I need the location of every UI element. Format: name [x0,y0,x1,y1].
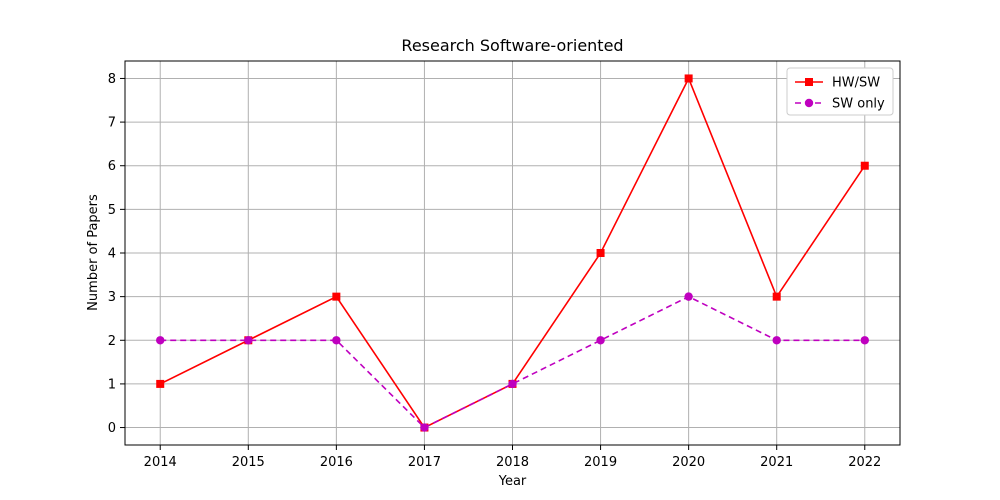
legend-label-0: HW/SW [832,76,880,91]
legend-box [786,67,894,116]
legend-label-1: SW only [832,97,885,112]
legend-marker-0 [805,78,813,86]
y-axis-label: Number of Papers [86,194,101,311]
series-1-point [684,292,693,301]
series-0-point [860,161,869,170]
x-tick-label: 2014 [144,455,177,470]
series-0-point [684,74,693,83]
series-layer [156,74,869,432]
y-tick-label: 3 [108,290,116,305]
y-tick-label: 2 [108,334,116,349]
series-1-point [156,336,165,345]
x-tick-label: 2016 [320,455,353,470]
series-0-point [332,292,341,301]
y-tick-label: 0 [108,421,116,436]
series-line-1 [160,295,865,429]
y-tick-label: 8 [108,72,116,87]
series-1-point [244,336,253,345]
x-tick-label: 2021 [760,455,793,470]
x-axis-label: Year [498,474,527,489]
x-tick-label: 2020 [672,455,705,470]
y-tick-label: 4 [108,247,116,262]
series-1-point [420,423,429,432]
axis-layer: 2014 2015 2016 2017 2018 2019 2020 2021 2022 0 1 2 3… [108,72,882,470]
y-tick-label: 6 [108,159,116,174]
series-1-point [860,336,869,345]
y-tick-label: 1 [108,377,116,392]
x-tick-label: 2018 [496,455,529,470]
series-1-point [596,336,605,345]
legend-marker-1 [804,98,814,108]
x-tick-label: 2017 [408,455,441,470]
chart-title: Research Software-oriented [401,36,623,55]
legend: HW/SW SW only [786,67,894,116]
x-tick-label: 2015 [232,455,265,470]
x-tick-label: 2022 [848,455,881,470]
series-0-point [772,292,781,301]
y-tick-label: 5 [108,203,116,218]
series-1-point [772,336,781,345]
x-tick-label: 2019 [584,455,617,470]
y-tick-label: 7 [108,116,116,131]
series-1-point [332,336,341,345]
series-1-point [508,379,517,389]
series-0-point [596,249,605,257]
series-0-point [156,379,165,388]
